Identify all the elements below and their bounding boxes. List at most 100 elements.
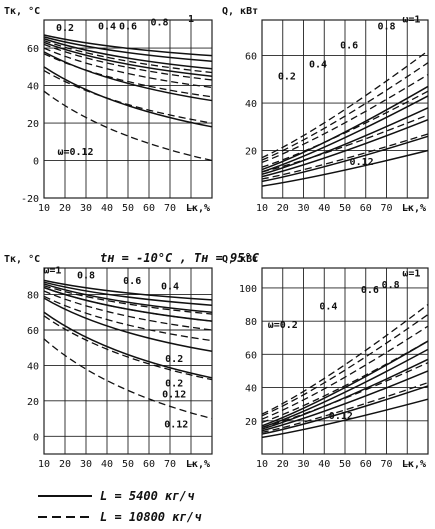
omega-label: 0.2 — [165, 354, 183, 365]
x-tick-label: 30 — [80, 459, 92, 470]
y-tick-label: 20 — [245, 147, 257, 158]
y-tick-label: 60 — [27, 44, 39, 55]
omega-label: 0.2 — [278, 71, 296, 82]
series-line-solid — [43, 38, 213, 70]
series-line-dashed — [43, 90, 213, 162]
series-line-dashed — [261, 50, 429, 159]
series-line-dashed — [261, 90, 429, 168]
x-axis-label: Lк,% — [402, 459, 426, 470]
x-tick-label: — — [188, 459, 195, 470]
x-tick-label: 20 — [277, 203, 289, 214]
chart-bl: 10 20 30 40 50 60 70 — 0 20 40 60 80 Tк, °C Lк,% ω=1 0.8… — [4, 254, 213, 470]
x-tick-label: 70 — [164, 203, 176, 214]
y-tick-label: 40 — [245, 99, 257, 110]
x-tick-label: 60 — [143, 459, 155, 470]
series-line-dashed — [43, 70, 213, 124]
x-tick-label: — — [404, 459, 411, 470]
y-axis-label: Q, кВт — [222, 254, 258, 265]
series-line-solid — [261, 118, 429, 178]
legend: L = 5400 кг/ч L = 10800 кг/ч — [38, 489, 202, 524]
y-tick-label: 20 — [245, 417, 257, 428]
x-tick-label: — — [188, 203, 195, 214]
omega-label: 0.8 — [382, 280, 400, 291]
omega-label: 0.6 — [340, 40, 358, 51]
series-line-dashed — [261, 114, 429, 173]
omega-label: ω=0.12 — [57, 147, 93, 158]
x-tick-label: 70 — [380, 203, 392, 214]
series-line-solid — [261, 135, 429, 183]
series-line-solid — [43, 36, 213, 62]
series-line-solid — [261, 85, 429, 171]
series-line-solid — [43, 311, 213, 379]
y-tick-label: 40 — [27, 361, 39, 372]
omega-label: ω=1 — [402, 268, 420, 279]
x-tick-label: 50 — [339, 203, 351, 214]
y-tick-label: 0 — [33, 157, 39, 168]
omega-label: 0.6 — [123, 276, 141, 287]
x-tick-label: 40 — [101, 459, 113, 470]
y-tick-label: 60 — [245, 52, 257, 63]
y-tick-label: 100 — [239, 284, 257, 295]
omega-label: 0.6 — [119, 21, 137, 32]
x-tick-label: 50 — [122, 459, 134, 470]
x-tick-label: 60 — [360, 203, 372, 214]
x-axis-label: Lк,% — [186, 459, 210, 470]
y-tick-label: -20 — [21, 194, 39, 205]
x-tick-label: 10 — [256, 459, 268, 470]
chart-tl: 10 20 30 40 50 60 70 — -20 0 20 40 60 Tк, °C Lк,% 0.2 0.… — [4, 6, 213, 214]
y-axis-label: Tк, °C — [4, 254, 40, 265]
series-line-solid — [43, 297, 213, 352]
omega-label: 0.12 — [350, 157, 374, 168]
x-tick-label: 60 — [360, 459, 372, 470]
y-axis-label: Q, кВт — [222, 6, 258, 17]
y-tick-label: 80 — [27, 291, 39, 302]
series-line-solid — [43, 279, 213, 301]
x-tick-label: 50 — [339, 459, 351, 470]
omega-label: 0.4 — [309, 59, 327, 70]
chart-tr: 10 20 30 40 50 60 70 — 20 40 60 Q, кВт Lк,% 0.2 0.4 0.6… — [222, 6, 429, 214]
omega-label: 0.4 — [98, 21, 116, 32]
series-line-dashed — [261, 313, 429, 417]
y-tick-label: 20 — [27, 397, 39, 408]
series-line-dashed — [43, 286, 213, 322]
chart-br: 10 20 30 40 50 60 70 — 20 40 60 80 100 Q, кВт Lк,% ω=0.… — [222, 254, 429, 470]
y-tick-label: 60 — [245, 350, 257, 361]
x-tick-label: 10 — [38, 203, 50, 214]
series-line-solid — [261, 385, 429, 435]
omega-label: 0.8 — [150, 18, 168, 29]
omega-label: ω=0.2 — [268, 320, 298, 331]
omega-label: 0.6 — [361, 285, 379, 296]
y-axis-label: Tк, °C — [4, 6, 40, 17]
series-line-solid — [261, 107, 429, 175]
x-tick-label: 20 — [59, 203, 71, 214]
x-tick-label: 20 — [59, 459, 71, 470]
series-line-dashed — [261, 381, 429, 434]
series-line-solid — [43, 51, 213, 102]
series-line-dashed — [261, 74, 429, 164]
series-line-solid — [261, 95, 429, 173]
x-tick-label: 30 — [297, 459, 309, 470]
series-line-dashed — [43, 43, 213, 81]
omega-label: 0.12 — [164, 419, 188, 430]
x-axis-label: Lк,% — [402, 203, 426, 214]
series-line-solid — [261, 370, 429, 432]
x-tick-label: 10 — [256, 203, 268, 214]
x-tick-label: 30 — [297, 203, 309, 214]
omega-label: 0.4 — [161, 281, 179, 292]
omega-label: 1 — [188, 14, 194, 25]
omega-label: 0.12 — [162, 389, 186, 400]
y-tick-label: 40 — [245, 384, 257, 395]
series-line-solid — [43, 283, 213, 314]
x-tick-label: 60 — [143, 203, 155, 214]
x-tick-label: 40 — [318, 459, 330, 470]
y-tick-label: 60 — [27, 326, 39, 337]
series-line-dashed — [43, 47, 213, 89]
omega-label: 0.4 — [319, 302, 337, 313]
series-line-solid — [261, 348, 429, 429]
y-tick-label: 0 — [33, 432, 39, 443]
series-line-dashed — [43, 53, 213, 98]
series-line-dashed — [43, 290, 213, 331]
series-line-dashed — [43, 295, 213, 342]
